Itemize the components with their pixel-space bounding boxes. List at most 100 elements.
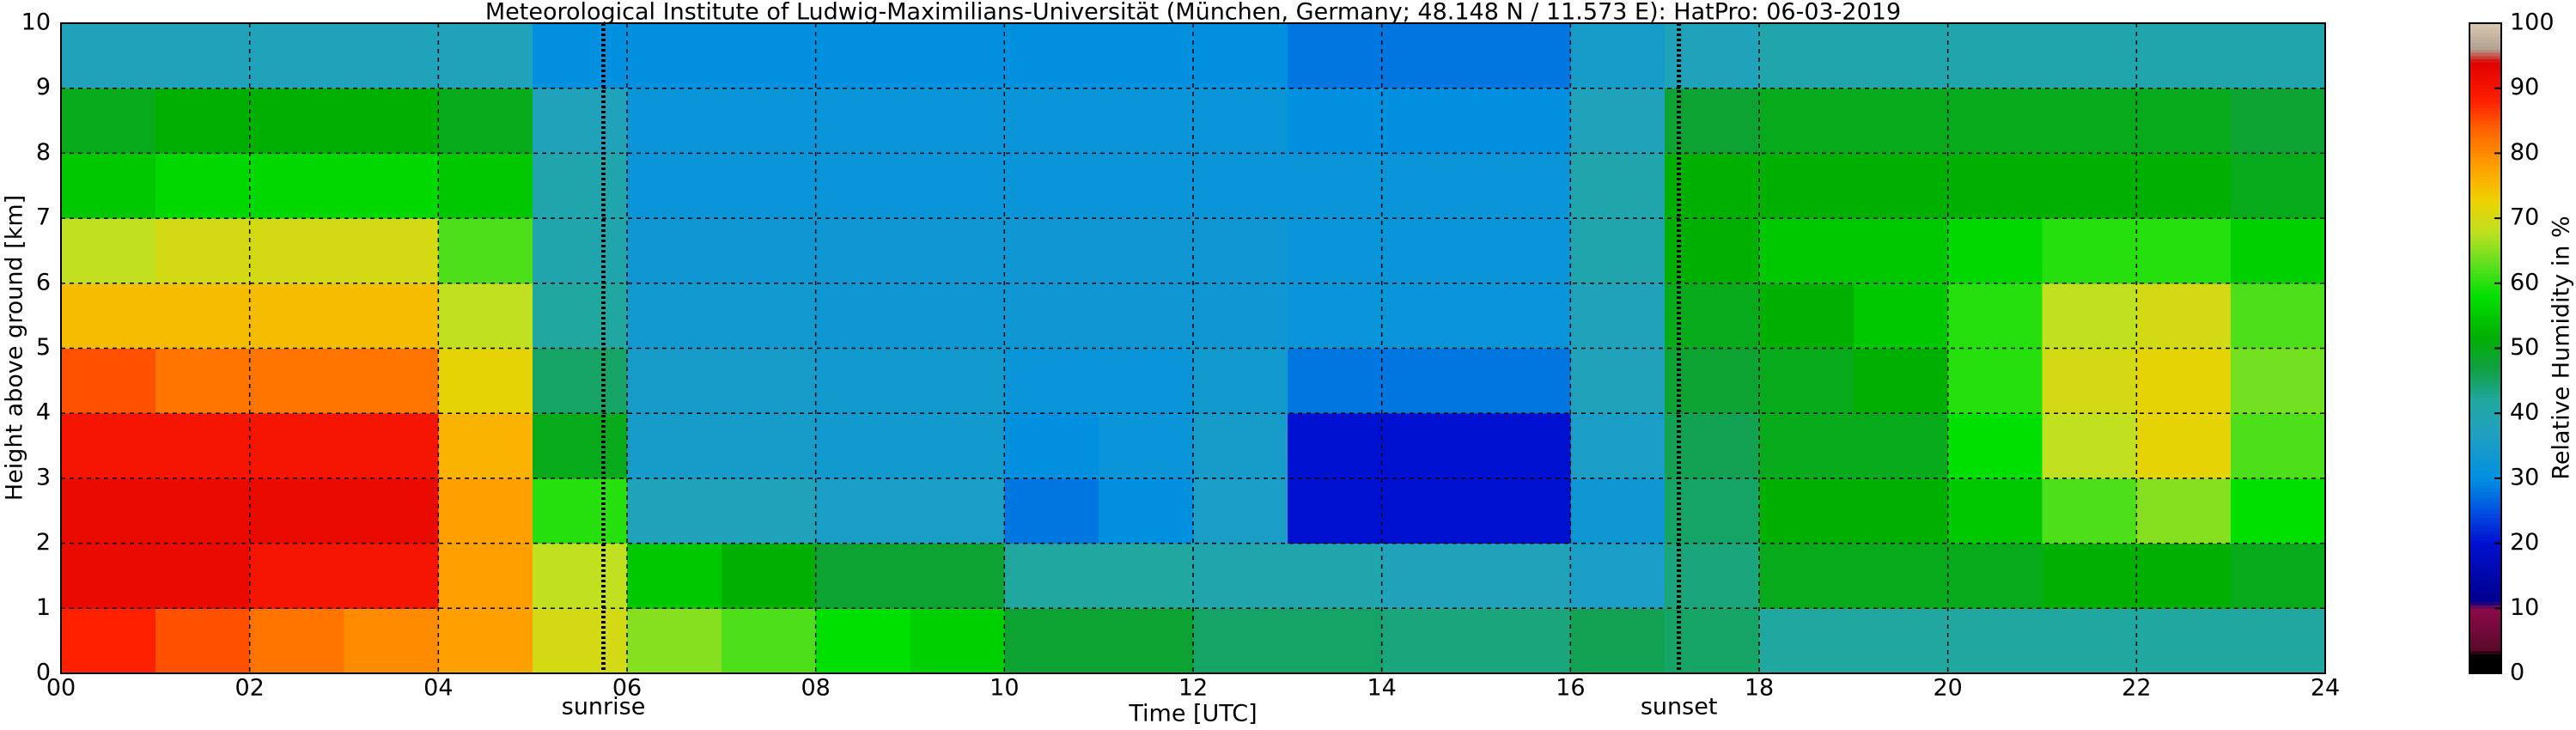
colorbar-swatch — [2469, 357, 2501, 362]
colorbar-swatch — [2469, 507, 2501, 512]
heatmap-cell — [1759, 218, 1854, 284]
y-tick-label: 1 — [36, 594, 51, 621]
heatmap-cell — [1099, 543, 1194, 609]
colorbar-swatch — [2469, 526, 2501, 531]
heatmap-cell — [1287, 218, 1383, 284]
colorbar-swatch — [2469, 670, 2501, 674]
heatmap-cell — [155, 88, 251, 154]
heatmap-cell — [344, 543, 439, 609]
heatmap-cell — [1381, 283, 1477, 349]
colorbar-swatch — [2469, 546, 2501, 551]
heatmap-cell — [721, 413, 817, 479]
colorbar-swatch — [2469, 416, 2501, 421]
colorbar-swatch — [2469, 592, 2501, 596]
colorbar-swatch — [2469, 84, 2501, 89]
colorbar-swatch — [2469, 624, 2501, 629]
colorbar-swatch — [2469, 26, 2501, 31]
heatmap-cell — [61, 23, 156, 89]
colorbar-swatch — [2469, 29, 2501, 33]
heatmap-cell — [1947, 608, 2043, 674]
heatmap-cell — [533, 348, 628, 414]
heatmap-cell — [344, 153, 439, 219]
heatmap-cell — [627, 153, 722, 219]
annotation-label: sunrise — [562, 694, 646, 721]
heatmap-cell — [61, 478, 156, 544]
colorbar-tick-label: 70 — [2510, 204, 2539, 231]
colorbar-tick-label: 30 — [2510, 464, 2539, 490]
colorbar-swatch — [2469, 120, 2501, 125]
colorbar-swatch — [2469, 280, 2501, 284]
heatmap-cell — [1193, 153, 1288, 219]
colorbar-swatch — [2469, 253, 2501, 259]
colorbar-swatch — [2469, 585, 2501, 590]
colorbar-swatch — [2469, 491, 2501, 496]
heatmap-cell — [1381, 543, 1477, 609]
heatmap-cell — [815, 608, 910, 674]
colorbar-swatch — [2469, 204, 2501, 210]
colorbar-swatch — [2469, 650, 2501, 654]
colorbar-swatch — [2469, 260, 2501, 265]
x-tick-label: 04 — [423, 675, 453, 702]
colorbar-swatch — [2469, 539, 2501, 544]
colorbar-swatch — [2469, 368, 2501, 372]
heatmap-cell — [1193, 608, 1288, 674]
heatmap-cell — [249, 283, 344, 349]
heatmap-cell — [2136, 478, 2232, 544]
y-tick-label: 9 — [36, 74, 51, 100]
heatmap-cell — [155, 218, 251, 284]
heatmap-cell — [815, 23, 910, 89]
heatmap-cell — [1570, 608, 1666, 674]
heatmap-cell — [815, 218, 910, 284]
heatmap-cell — [1947, 283, 2043, 349]
colorbar-swatch — [2469, 302, 2501, 307]
colorbar-swatch — [2469, 195, 2501, 199]
heatmap-cell — [1759, 283, 1854, 349]
colorbar-swatch — [2469, 432, 2501, 437]
heatmap-cell — [155, 543, 251, 609]
colorbar-swatch — [2469, 100, 2501, 106]
colorbar-tick-label: 40 — [2510, 399, 2539, 426]
heatmap-cell — [438, 543, 533, 609]
heatmap-cell — [1947, 218, 2043, 284]
colorbar-tick-label: 10 — [2510, 594, 2539, 621]
colorbar-swatch — [2469, 127, 2501, 131]
heatmap-cell — [1193, 23, 1288, 89]
heatmap-cell — [1476, 543, 1571, 609]
heatmap-cell — [1381, 218, 1477, 284]
chart-title: Meteorological Institute of Ludwig-Maxim… — [485, 0, 1901, 26]
heatmap-cell — [910, 413, 1005, 479]
heatmap-cell — [155, 153, 251, 219]
colorbar-tick-label: 50 — [2510, 334, 2539, 361]
heatmap-cell — [815, 413, 910, 479]
colorbar-swatch — [2469, 647, 2501, 652]
colorbar-swatch — [2469, 455, 2501, 459]
heatmap-cell — [1476, 478, 1571, 544]
colorbar-swatch — [2469, 504, 2501, 508]
colorbar-swatch — [2469, 374, 2501, 379]
y-axis-label: Height above ground [km] — [2, 195, 28, 501]
heatmap-cell — [155, 413, 251, 479]
heatmap-cell — [2136, 413, 2232, 479]
heatmap-cell — [249, 543, 344, 609]
heatmap-cell — [1570, 23, 1666, 89]
heatmap-cell — [815, 153, 910, 219]
colorbar-swatch — [2469, 475, 2501, 479]
colorbar-swatch — [2469, 384, 2501, 388]
heatmap-cell — [1004, 283, 1099, 349]
heatmap-cell — [2136, 88, 2232, 154]
heatmap-cell — [1570, 348, 1666, 414]
colorbar-swatch — [2469, 459, 2501, 463]
colorbar-swatch — [2469, 221, 2501, 226]
colorbar-swatch — [2469, 559, 2501, 563]
colorbar-tick-label: 80 — [2510, 139, 2539, 166]
y-tick-label: 2 — [36, 529, 51, 556]
heatmap-cell — [1759, 348, 1854, 414]
heatmap-cell — [1759, 478, 1854, 544]
colorbar-swatch — [2469, 113, 2501, 119]
heatmap-cell — [1004, 88, 1099, 154]
heatmap-cell — [627, 283, 722, 349]
colorbar-swatch — [2469, 484, 2501, 489]
heatmap-cell — [1947, 23, 2043, 89]
heatmap-cell — [2231, 218, 2326, 284]
